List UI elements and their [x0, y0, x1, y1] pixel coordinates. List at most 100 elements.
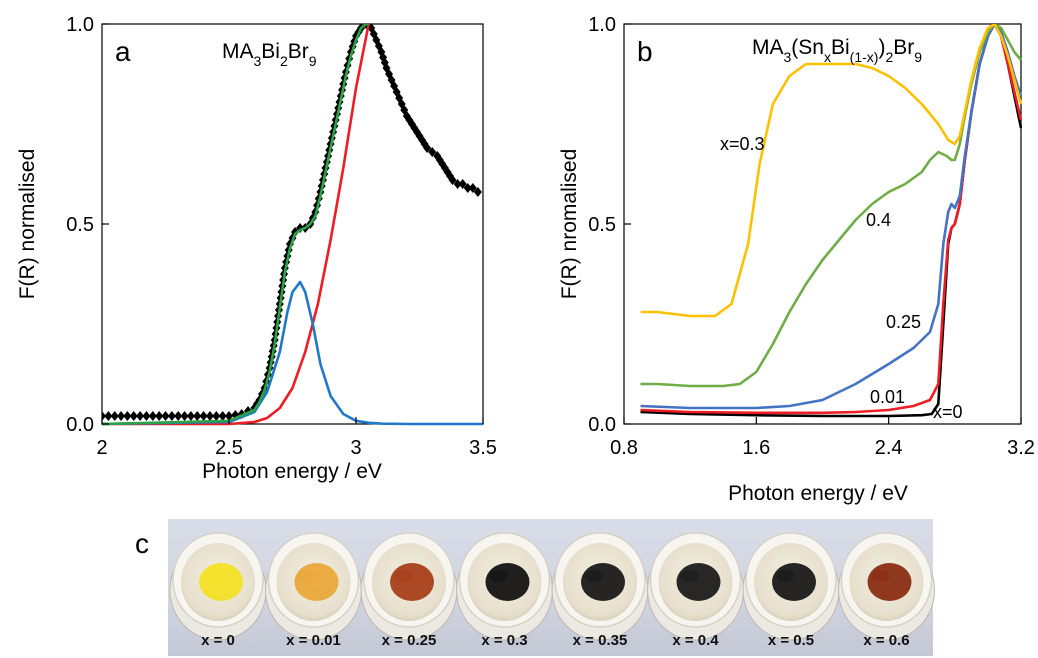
series-line-1 [102, 24, 370, 426]
data-point-marker [123, 411, 132, 421]
powder-sample [294, 563, 339, 601]
x-tick-label: 2.5 [215, 437, 243, 459]
crucible-label: x = 0.01 [286, 632, 341, 649]
data-point-marker [218, 411, 227, 421]
powder-speckle [680, 570, 699, 582]
data-point-marker [155, 411, 164, 421]
data-point-marker [129, 411, 138, 421]
data-point-marker [102, 411, 106, 421]
crucible-label: x = 0.4 [672, 632, 719, 649]
series-line-4 [640, 24, 1022, 318]
data-point-marker [225, 411, 233, 421]
y-tick-label: 1.0 [588, 14, 616, 36]
panel-b-title: MA3(SnxBi(1-x))2Br9 [752, 36, 922, 65]
data-point-marker [423, 143, 432, 153]
annotation-x0: x=0 [933, 402, 963, 422]
crucible: x = 0.3 [456, 532, 553, 649]
series-line-3 [102, 24, 369, 426]
crucible: x = 0.35 [551, 532, 649, 649]
panel-b-chart: 0.8 1.6 2.4 3.2 0.0 0.5 1.0 b MA3(SnxBi(1-x))2… [558, 14, 1035, 505]
powder-speckle [776, 570, 794, 582]
powder-sample [485, 563, 530, 601]
crucible: x = 0.5 [742, 532, 840, 649]
data-point-marker [148, 411, 157, 421]
data-point-marker [205, 411, 214, 421]
annotation-0.4: 0.4 [866, 210, 891, 230]
data-point-marker [428, 147, 437, 157]
crucible: x = 0.4 [647, 532, 744, 649]
crucible-label: x = 0.35 [573, 632, 628, 649]
data-point-marker [463, 183, 472, 193]
crucible: x = 0.25 [360, 532, 458, 649]
y-tick-label: 0.0 [66, 414, 94, 436]
crucible: x = 0.6 [838, 532, 935, 649]
y-tick-label: 0.5 [66, 214, 94, 236]
powder-sample [199, 563, 243, 601]
crucible: x = 0 [169, 532, 267, 649]
powder-sample [581, 563, 625, 601]
x-tick-label: 3 [350, 437, 361, 459]
x-tick-label: 2 [96, 437, 107, 459]
series-measured-markers [102, 24, 482, 421]
series-line-2 [640, 24, 1022, 410]
series-line-1 [640, 24, 1022, 415]
x-tick-label: 3.5 [469, 437, 497, 459]
panel-c-photo: c x = 0 x = 0.01 x = 0.25 x = 0.3 x = 0.35 x … [135, 519, 935, 656]
data-point-marker [186, 411, 195, 421]
data-point-marker [453, 179, 462, 189]
y-tick-label: 0.0 [588, 414, 616, 436]
data-point-marker [458, 179, 467, 189]
annotation-0.01: 0.01 [870, 387, 905, 407]
data-point-marker [167, 411, 176, 421]
y-tick-label: 1.0 [66, 14, 94, 36]
panel-a-title: MA3Bi2Br9 [222, 40, 317, 69]
powder-speckle [298, 570, 317, 582]
annotation-0.25: 0.25 [886, 312, 921, 332]
panel-a-label: a [115, 36, 131, 67]
data-point-marker [136, 411, 145, 421]
y-tick-label: 0.5 [588, 214, 616, 236]
x-tick-label: 2.4 [875, 437, 903, 459]
x-tick-label: 3.2 [1007, 437, 1035, 459]
data-point-marker [193, 411, 202, 421]
crucible-label: x = 0.3 [481, 632, 527, 649]
crucible-label: x = 0 [201, 632, 235, 649]
crucible-label: x = 0.6 [863, 632, 909, 649]
data-point-marker [291, 227, 300, 237]
powder-sample [676, 563, 721, 601]
panel-b-xlabel: Photon energy / eV [728, 482, 908, 505]
data-point-marker [161, 411, 170, 421]
crucible-label: x = 0.25 [382, 632, 437, 649]
data-point-marker [199, 411, 208, 421]
panel-a-ylabel: F(R) normalised [16, 149, 39, 300]
data-point-marker [142, 411, 151, 421]
panel-b-frame [623, 23, 1022, 425]
data-point-marker [212, 411, 221, 421]
data-point-marker [174, 411, 183, 421]
powder-sample [867, 563, 912, 601]
crucible: x = 0.01 [265, 532, 362, 649]
series-line-3 [640, 24, 1022, 388]
x-tick-label: 0.8 [610, 437, 638, 459]
annotation-x0.3: x=0.3 [720, 134, 765, 154]
panel-b-ylabel: F(R) nromalised [558, 149, 581, 300]
panel-b-label: b [637, 36, 653, 67]
panel-a-xlabel: Photon energy / eV [202, 460, 382, 483]
data-point-marker [110, 411, 119, 421]
powder-sample [390, 563, 434, 601]
data-point-marker [468, 183, 477, 193]
powder-speckle [394, 570, 412, 582]
data-point-marker [473, 187, 482, 197]
panel-a-chart: 2 2.5 3 3.5 0.0 0.5 1.0 a MA3Bi2Br9 Photon ene… [16, 14, 497, 483]
panel-c-label: c [135, 528, 149, 559]
crucible-label: x = 0.5 [768, 632, 814, 649]
data-point-marker [448, 175, 457, 185]
series-line-0 [640, 24, 1022, 418]
powder-speckle [489, 570, 508, 582]
powder-speckle [203, 570, 221, 582]
data-point-marker [180, 411, 189, 421]
x-tick-label: 1.6 [742, 437, 770, 459]
data-point-marker [104, 411, 113, 421]
powder-speckle [585, 570, 603, 582]
